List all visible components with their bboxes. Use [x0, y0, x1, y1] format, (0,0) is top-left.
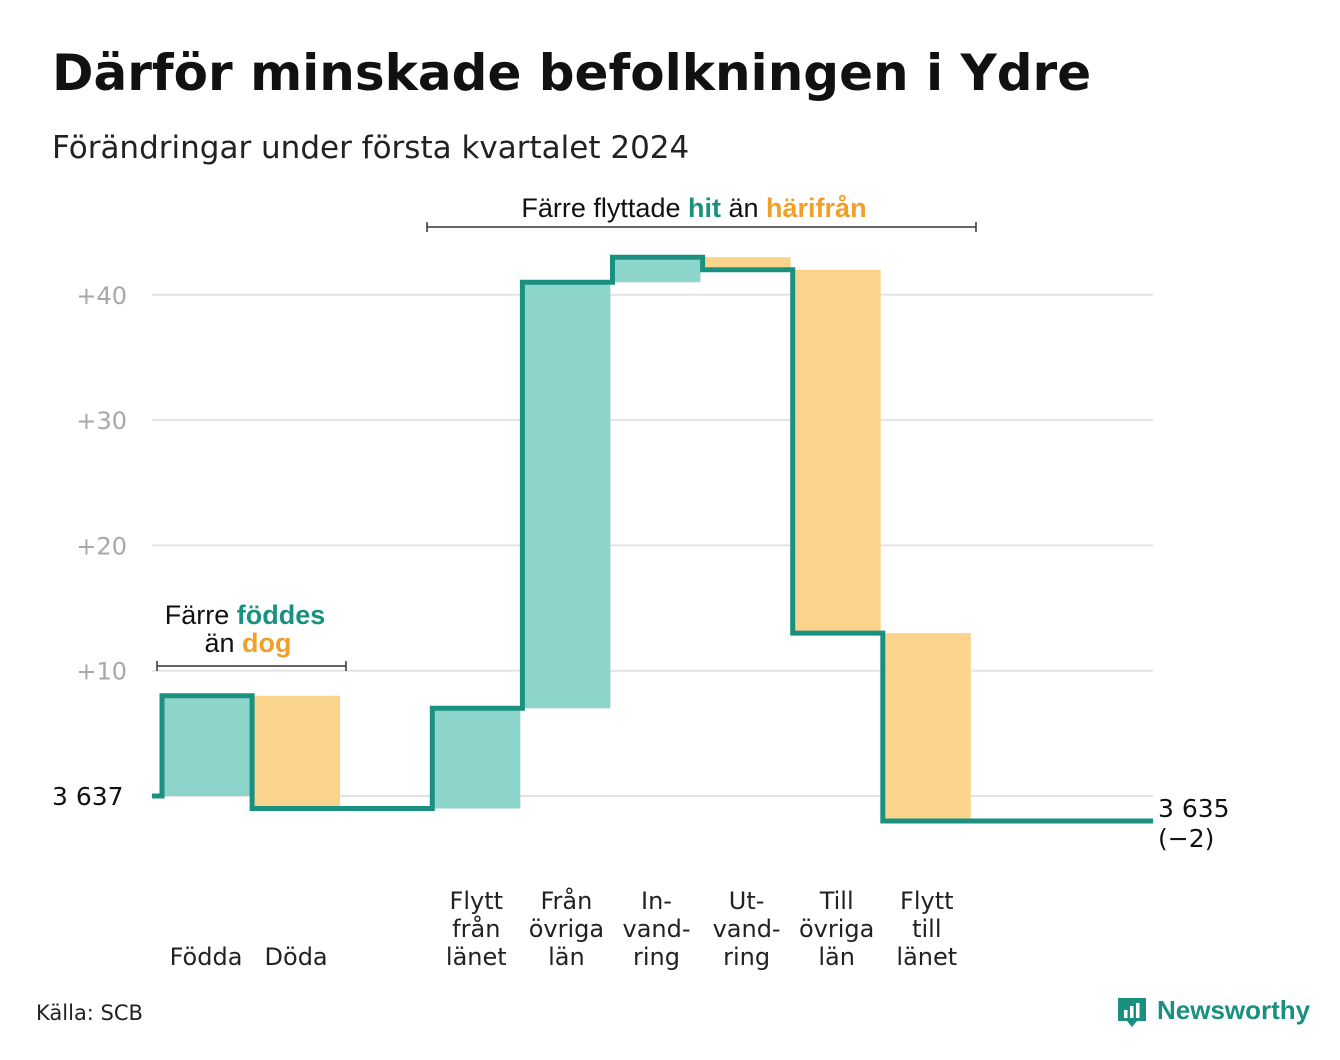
running-total-line — [152, 254, 1153, 824]
y-tick-label: +40 — [76, 282, 127, 310]
start-value-label: 3 637 — [52, 782, 124, 811]
waterfall-bar — [882, 633, 971, 822]
births-annotation-line2: än — [204, 628, 242, 658]
source-note: Källa: SCB — [36, 1001, 143, 1025]
deaths-annotation-highlight: dog — [242, 628, 291, 658]
category-label: Flytt till länet — [896, 887, 957, 971]
category-label: Ut-vand-ring — [713, 887, 781, 971]
category-label: Flytt från länet — [446, 887, 507, 971]
grid-lines — [152, 293, 1153, 797]
svg-text:Färre flyttade hit än härifrån: Färre flyttade hit än härifrån — [521, 193, 866, 223]
y-tick-label: +20 — [76, 532, 127, 560]
waterfall-bar — [702, 257, 791, 270]
births-annotation-highlight: föddes — [237, 600, 326, 630]
category-label: Födda — [170, 943, 243, 971]
waterfall-bar — [522, 282, 611, 709]
moves-annotation: Färre flyttade hit än härifrån — [426, 193, 977, 232]
waterfall-bar — [612, 257, 701, 283]
category-label: Till övriga län — [799, 887, 874, 971]
newsworthy-logo-text: Newsworthy — [1157, 995, 1311, 1025]
net-change-label: (−2) — [1158, 824, 1214, 853]
moves-bracket — [426, 222, 977, 232]
svg-text:Färre föddes: Färre föddes — [165, 600, 326, 630]
moves-annotation-harifran: härifrån — [766, 193, 867, 223]
category-label: In-vand-ring — [622, 887, 690, 971]
category-label: Från övriga län — [529, 886, 604, 971]
y-axis: +10 +20 +30 +40 — [76, 282, 127, 686]
bars — [162, 257, 971, 822]
waterfall-bar — [792, 269, 881, 634]
births-annotation-pre: Färre — [165, 600, 237, 630]
chart-title: Därför minskade befolkningen i Ydre — [52, 44, 1091, 102]
y-tick-label: +10 — [76, 658, 127, 686]
moves-annotation-pre: Färre flyttade — [521, 193, 688, 223]
end-value-label: 3 635 — [1158, 794, 1230, 823]
births-annotation: Färre föddes än dog — [156, 600, 347, 671]
waterfall-bar — [432, 708, 521, 809]
chart-subtitle: Förändringar under första kvartalet 2024 — [52, 130, 689, 166]
svg-text:än dog: än dog — [204, 628, 291, 658]
y-tick-label: +30 — [76, 407, 127, 435]
category-label: Döda — [265, 943, 328, 971]
moves-annotation-mid: än — [721, 193, 766, 223]
newsworthy-logo: Newsworthy — [1118, 995, 1311, 1027]
moves-annotation-hit: hit — [688, 193, 721, 223]
category-labels: Födda Döda Flytt från länet Från övriga län In-v… — [170, 886, 958, 971]
births-bracket — [156, 661, 347, 671]
waterfall-bar — [162, 695, 250, 796]
waterfall-bar — [252, 695, 341, 809]
newsworthy-logo-icon — [1118, 998, 1146, 1027]
